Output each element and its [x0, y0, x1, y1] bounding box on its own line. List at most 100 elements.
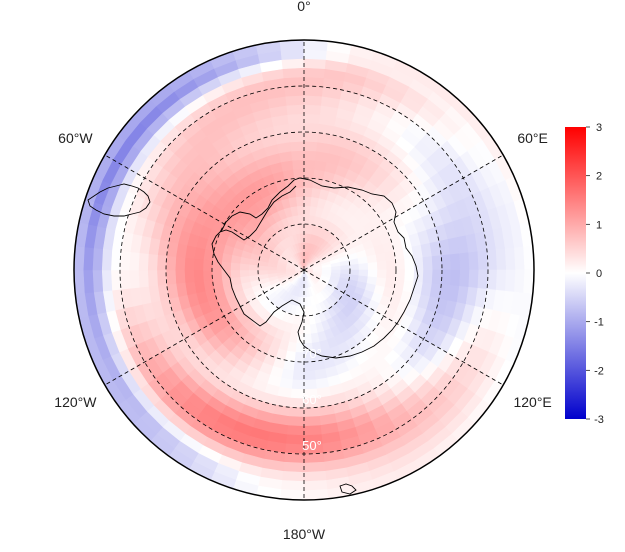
anomaly-cell: [504, 269, 516, 293]
anomaly-cell: [288, 122, 305, 134]
anomaly-cell: [292, 159, 305, 170]
anomaly-cell: [92, 247, 104, 271]
anomaly-cell: [296, 205, 305, 216]
anomaly-cell: [495, 248, 507, 271]
anomaly-cell: [495, 269, 507, 292]
anomaly-cell: [303, 159, 316, 170]
anomaly-cell: [358, 262, 369, 271]
anomaly-cell: [239, 269, 250, 278]
anomaly-cell: [459, 252, 470, 271]
anomaly-cell: [422, 269, 434, 284]
colorbar-tick-label: 2: [596, 171, 602, 183]
anomaly-cell: [303, 406, 320, 418]
anomaly-cell: [82, 246, 94, 271]
anomaly-field: [74, 40, 534, 500]
anomaly-cell: [303, 324, 312, 335]
anomaly-cell: [303, 416, 321, 427]
anomaly-cell: [431, 269, 443, 285]
anomaly-cell: [340, 264, 351, 271]
anomaly-cell: [156, 254, 168, 271]
anomaly-cell: [288, 406, 305, 418]
anomaly-cell: [404, 258, 415, 271]
anomaly-cell: [303, 333, 313, 344]
anomaly-cell: [468, 251, 480, 271]
longitude-line: [104, 154, 305, 271]
anomaly-cell: [286, 425, 305, 436]
anomaly-cell: [101, 248, 113, 271]
anomaly-cell: [284, 443, 305, 455]
anomaly-cell: [303, 196, 313, 207]
anomaly-cell: [128, 251, 140, 271]
anomaly-cell: [303, 122, 320, 134]
anomaly-cell: [367, 261, 378, 271]
anomaly-cell: [292, 370, 305, 381]
anomaly-cell: [286, 104, 305, 115]
anomaly-cell: [376, 269, 388, 279]
anomaly-cell: [349, 263, 360, 271]
longitude-line: [303, 269, 504, 386]
anomaly-cell: [384, 250, 396, 262]
anomaly-cell: [74, 269, 85, 295]
anomaly-cell: [440, 254, 452, 271]
anomaly-cell: [477, 250, 489, 271]
anomaly-cell: [310, 332, 320, 344]
latitude-label: 50°: [302, 438, 322, 453]
anomaly-cell: [303, 186, 313, 198]
anomaly-cell: [303, 461, 326, 473]
colorbar-tick-label: 0: [596, 268, 602, 280]
longitude-line: [104, 269, 305, 386]
anomaly-cell: [486, 269, 498, 291]
anomaly-cell: [184, 269, 195, 283]
anomaly-cell: [303, 470, 327, 482]
anomaly-cell: [284, 85, 305, 97]
anomaly-cell: [280, 48, 305, 60]
anomaly-cell: [504, 247, 516, 271]
anomaly-cell: [82, 269, 94, 294]
anomaly-cell: [281, 58, 305, 70]
colorbar-tick-label: 3: [596, 122, 602, 134]
latitude-labels: 70° 60° 50°: [302, 346, 322, 453]
anomaly-cell: [293, 361, 305, 372]
anomaly-cell: [119, 269, 131, 290]
anomaly-cell: [283, 452, 305, 464]
anomaly-cell: [184, 257, 195, 271]
new-zealand-coast: [339, 483, 357, 495]
anomaly-cell: [110, 249, 122, 271]
anomaly-cell: [367, 269, 378, 279]
anomaly-cell: [303, 379, 317, 390]
latitude-label: 70°: [302, 346, 322, 361]
anomaly-cell: [281, 470, 305, 482]
latitude-circle: [211, 177, 397, 363]
anomaly-cell: [147, 253, 158, 271]
anomaly-cell: [514, 269, 526, 294]
antarctica-coastline: [211, 177, 419, 359]
anomaly-cell: [110, 269, 122, 291]
anomaly-cell: [366, 254, 378, 264]
anomaly-cell: [375, 252, 387, 263]
map-boundary: [73, 39, 535, 501]
anomaly-cell: [459, 269, 470, 288]
anomaly-cell: [289, 131, 305, 143]
longitude-label: 0°: [297, 0, 310, 14]
anomaly-cell: [376, 261, 388, 271]
anomaly-cell: [293, 168, 305, 179]
anomaly-cell: [303, 48, 328, 60]
anomaly-cell: [295, 186, 305, 198]
anomaly-cell: [248, 269, 259, 277]
anomaly-cell: [202, 269, 213, 281]
anomaly-cell: [193, 258, 204, 271]
anomaly-cell: [303, 58, 327, 70]
anomaly-cell: [331, 265, 342, 271]
anomaly-cell: [450, 253, 461, 271]
anomaly-cell: [486, 249, 498, 271]
longitude-labels: 0° 60°E 120°E 180°W 120°W 60°W: [54, 0, 551, 542]
anomaly-cell: [165, 255, 177, 271]
anomaly-cell: [101, 269, 113, 292]
anomaly-cell: [386, 260, 397, 271]
longitude-line: [303, 154, 504, 271]
anomaly-cell: [395, 259, 406, 271]
anomaly-cell: [282, 461, 305, 473]
anomaly-cell: [303, 361, 315, 372]
anomaly-cell: [303, 489, 329, 500]
